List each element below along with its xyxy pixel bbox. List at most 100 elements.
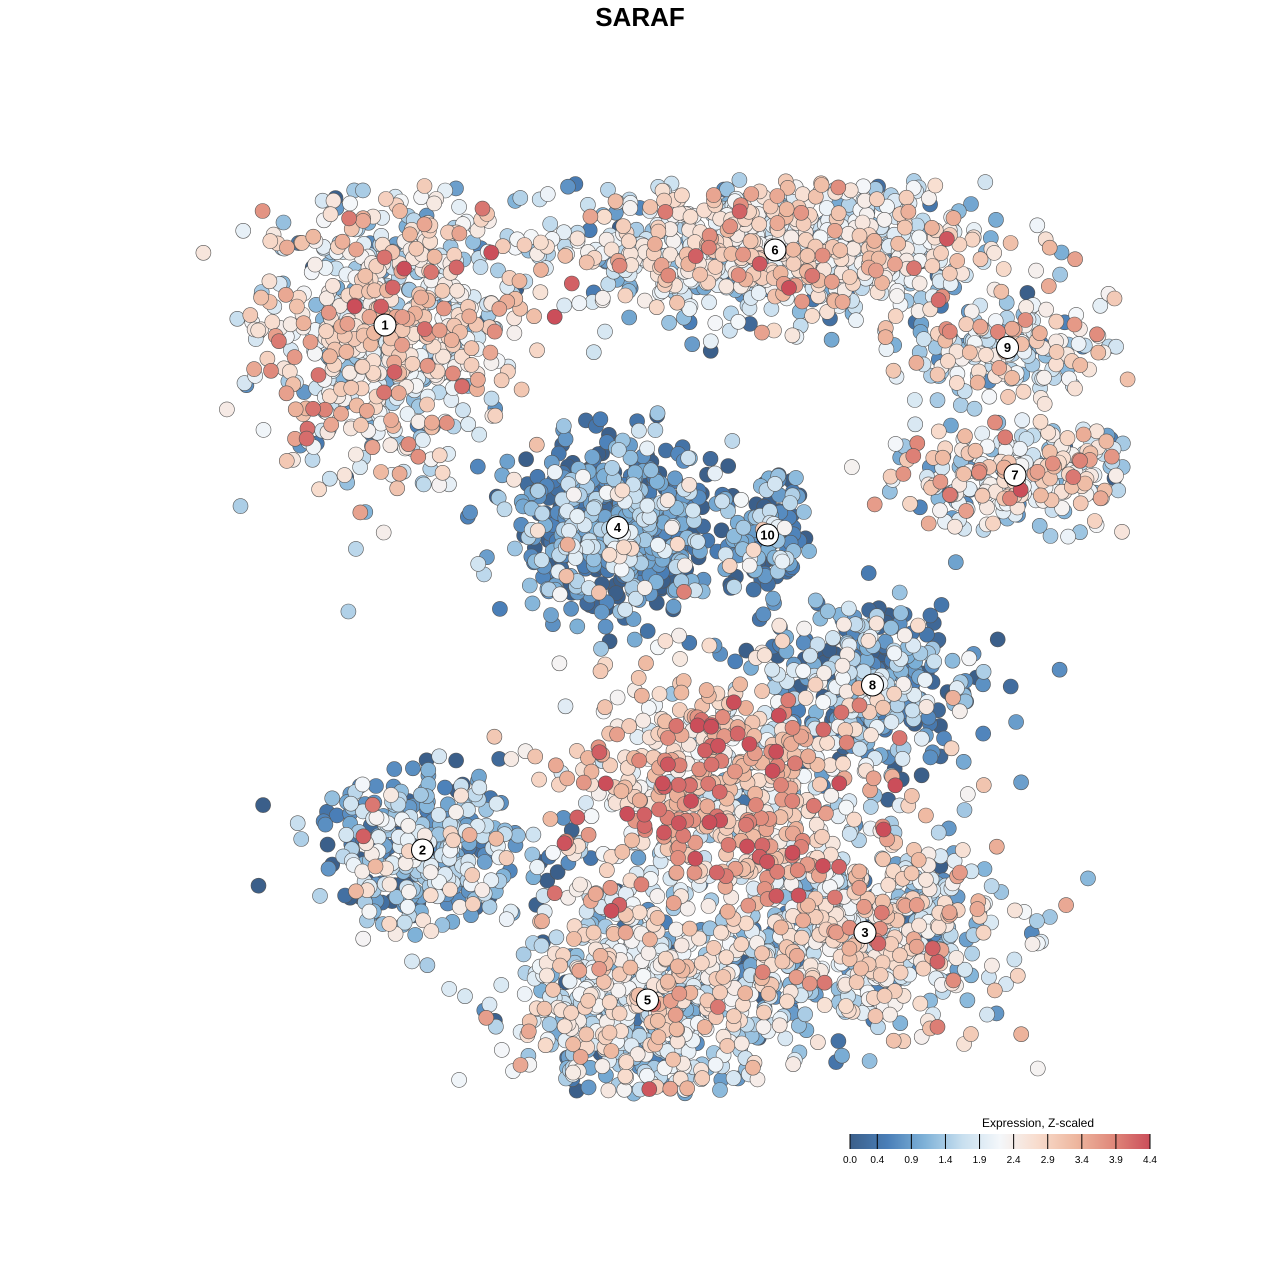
data-point: [559, 536, 576, 553]
data-point: [927, 177, 944, 194]
data-point: [518, 451, 534, 468]
data-point: [527, 748, 544, 765]
data-point: [851, 740, 868, 757]
data-point: [797, 690, 814, 706]
data-point: [989, 631, 1006, 648]
data-point: [413, 786, 429, 803]
data-point: [426, 248, 443, 265]
data-point: [312, 888, 328, 904]
data-point: [532, 234, 549, 251]
data-point: [460, 416, 477, 433]
data-point: [730, 313, 747, 330]
data-point: [784, 327, 801, 344]
data-point: [487, 407, 504, 424]
data-point: [255, 422, 272, 438]
data-point: [463, 357, 480, 373]
data-point: [978, 347, 994, 363]
data-point: [659, 973, 676, 990]
data-point: [1009, 967, 1026, 984]
data-point: [585, 500, 602, 517]
data-point: [324, 790, 341, 807]
data-point: [1041, 239, 1058, 256]
data-point: [913, 767, 930, 784]
data-point: [830, 205, 847, 221]
data-point: [945, 210, 962, 226]
data-point: [232, 498, 249, 514]
data-point: [563, 600, 579, 617]
data-point: [592, 663, 609, 680]
data-point: [1032, 325, 1048, 342]
data-point: [900, 203, 917, 220]
data-point: [975, 663, 992, 680]
data-point: [737, 985, 754, 1002]
data-point: [650, 537, 666, 553]
data-point: [724, 433, 741, 449]
data-point: [455, 402, 471, 419]
data-point: [860, 632, 877, 649]
data-point: [732, 676, 748, 693]
data-point: [621, 233, 637, 249]
data-point: [956, 802, 973, 818]
data-point: [930, 824, 947, 841]
data-point: [488, 830, 505, 847]
data-point: [649, 405, 666, 422]
data-point: [430, 807, 447, 823]
data-point: [583, 808, 600, 825]
data-point: [648, 299, 665, 316]
data-point: [760, 985, 777, 1002]
data-point: [622, 200, 639, 216]
data-point: [685, 502, 701, 519]
data-point: [726, 579, 742, 595]
data-point: [1059, 430, 1076, 446]
data-point: [516, 986, 533, 1002]
data-point: [720, 458, 737, 474]
data-point: [578, 254, 595, 271]
data-point: [712, 1082, 728, 1098]
data-point: [618, 1054, 635, 1070]
data-point: [1110, 482, 1126, 499]
data-point: [713, 924, 729, 941]
data-point: [969, 374, 986, 391]
data-point: [250, 322, 267, 339]
data-point: [593, 604, 610, 620]
data-point: [777, 1030, 794, 1047]
data-point: [408, 240, 425, 257]
data-point: [947, 518, 963, 535]
data-point: [533, 937, 550, 954]
data-point: [348, 541, 364, 557]
data-point: [810, 1034, 826, 1050]
data-point: [278, 453, 295, 469]
data-point: [883, 714, 900, 730]
data-point: [880, 877, 897, 893]
data-point: [516, 237, 533, 253]
data-point: [499, 453, 516, 470]
data-point: [832, 242, 849, 258]
data-point: [426, 195, 443, 212]
data-point: [838, 998, 854, 1014]
data-point: [599, 862, 615, 879]
data-point: [1048, 313, 1065, 330]
data-point: [542, 216, 559, 232]
data-point: [449, 282, 465, 299]
data-point: [642, 199, 659, 215]
data-point: [745, 542, 762, 558]
data-point: [462, 504, 478, 521]
data-point: [674, 187, 690, 204]
data-point: [383, 787, 399, 803]
data-point: [668, 921, 684, 938]
data-point: [957, 428, 973, 445]
data-point: [498, 911, 515, 928]
data-point: [819, 734, 836, 751]
data-point: [565, 1064, 581, 1081]
data-point: [483, 390, 500, 407]
data-point: [580, 992, 597, 1009]
data-point: [715, 969, 732, 985]
data-point: [626, 631, 643, 648]
data-point: [451, 899, 468, 915]
data-point: [496, 501, 513, 518]
data-point: [592, 947, 609, 964]
data-point: [325, 192, 342, 209]
data-point: [585, 344, 602, 361]
data-point: [915, 331, 932, 347]
data-point: [1012, 440, 1028, 457]
